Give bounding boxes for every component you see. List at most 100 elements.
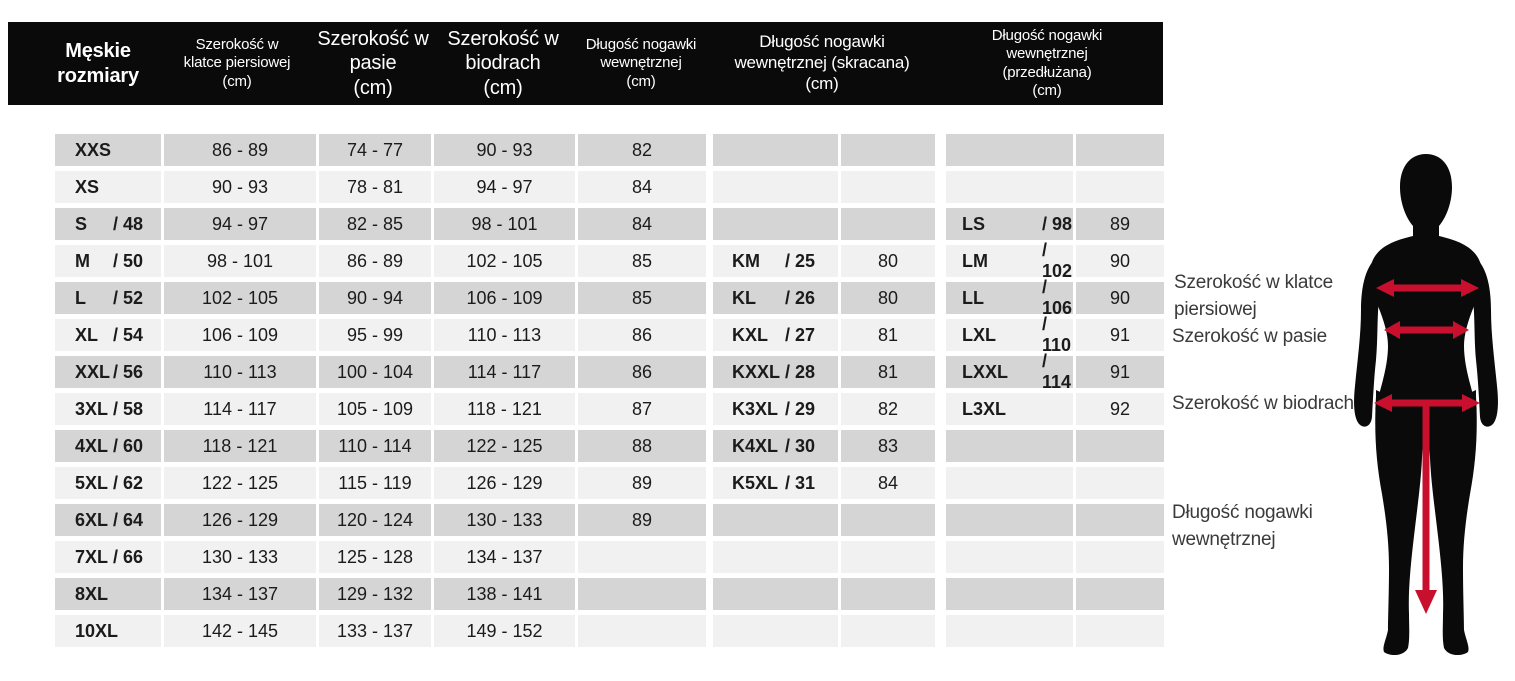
chest-arrow xyxy=(1376,279,1479,297)
inseam-label: Długość nogawki wewnętrznej xyxy=(1172,502,1313,550)
extended-inseam-cell xyxy=(1076,467,1164,499)
waist-range-cell: 105 - 109 xyxy=(319,393,431,425)
shortened-inseam-cell: 81 xyxy=(841,319,935,351)
body-shape xyxy=(1354,154,1498,656)
size-cell-variant: / 54 xyxy=(113,324,144,345)
shortened-size-cell-code: K5XL xyxy=(732,472,779,493)
table-header-bar xyxy=(8,22,1163,105)
shortened-size-cell: K3XL / 29 xyxy=(713,393,838,425)
extended-size-cell-variant: / 102 xyxy=(1042,240,1073,281)
chest-range-cell: 134 - 137 xyxy=(164,578,316,610)
size-table-main: XXS 86 - 89 74 - 77 90 - 93 82 XS 90 - 93 78 - … xyxy=(55,134,706,647)
hip-range-cell: 106 - 109 xyxy=(434,282,575,314)
size-cell: 7XL/ 66 xyxy=(55,541,161,573)
shortened-size-cell xyxy=(713,615,838,647)
size-cell-code: XXS xyxy=(75,139,112,160)
extended-inseam-cell: 90 xyxy=(1076,245,1164,277)
size-cell-variant: / 58 xyxy=(113,398,144,419)
size-cell-code: S xyxy=(75,213,88,234)
waist-range-cell: 82 - 85 xyxy=(319,208,431,240)
inseam-cell: 87 xyxy=(578,393,706,425)
chest-range-cell: 90 - 93 xyxy=(164,171,316,203)
hip-range-cell: 110 - 113 xyxy=(434,319,575,351)
extended-inseam-cell: 91 xyxy=(1076,319,1164,351)
shortened-size-cell-variant: / 25 xyxy=(785,250,816,271)
size-cell-variant: / 50 xyxy=(113,250,144,271)
size-cell: XXS xyxy=(55,134,161,166)
size-cell-variant: / 60 xyxy=(113,435,144,456)
shortened-inseam-cell: 81 xyxy=(841,356,935,388)
inseam-cell: 85 xyxy=(578,282,706,314)
size-cell-code: 10XL xyxy=(75,620,119,641)
extended-size-cell-variant: / 106 xyxy=(1042,277,1073,318)
size-cell-code: 3XL xyxy=(75,398,109,419)
extended-inseam-cell: 92 xyxy=(1076,393,1164,425)
extended-size-cell xyxy=(946,171,1073,203)
extended-size-cell: LL / 106 xyxy=(946,277,1073,318)
shortened-size-cell xyxy=(713,171,838,203)
shortened-inseam-cell xyxy=(841,541,935,573)
size-cell-variant: / 52 xyxy=(113,287,144,308)
male-silhouette xyxy=(1354,154,1498,656)
inseam-cell: 82 xyxy=(578,134,706,166)
inseam-cell: 86 xyxy=(578,319,706,351)
shortened-inseam-cell: 80 xyxy=(841,282,935,314)
extended-size-cell xyxy=(946,467,1073,499)
header-cell-inseam-shortened: Długość nogawki wewnętrznej (skracana) (… xyxy=(734,32,910,93)
size-cell-code: XL xyxy=(75,324,99,345)
size-cell-code: 8XL xyxy=(75,583,109,604)
extended-inseam-cell: 91 xyxy=(1076,356,1164,388)
hip-range-cell: 118 - 121 xyxy=(434,393,575,425)
extended-inseam-cell xyxy=(1076,504,1164,536)
waist-range-cell: 90 - 94 xyxy=(319,282,431,314)
header-cell-waist-width: Szerokość w pasie (cm) xyxy=(317,27,429,99)
extended-size-cell xyxy=(946,504,1073,536)
shortened-size-cell-code: KXXL xyxy=(732,361,781,382)
waist-range-cell: 110 - 114 xyxy=(319,430,431,462)
size-cell: 6XL/ 64 xyxy=(55,504,161,536)
extended-size-cell xyxy=(946,541,1073,573)
size-cell: 5XL/ 62 xyxy=(55,467,161,499)
shortened-size-cell-code: KL xyxy=(732,287,756,308)
shortened-size-cell xyxy=(713,541,838,573)
shortened-size-cell-code: K3XL xyxy=(732,398,779,419)
extended-size-cell: LS / 98 xyxy=(946,208,1073,240)
header-cell-mens-sizes: Męskie rozmiary xyxy=(57,40,139,87)
hip-range-cell: 130 - 133 xyxy=(434,504,575,536)
extended-inseam-cell xyxy=(1076,578,1164,610)
extended-size-cell-code: LL xyxy=(962,287,984,308)
waist-range-cell: 100 - 104 xyxy=(319,356,431,388)
size-cell-variant: / 62 xyxy=(113,472,144,493)
size-table-extended: LS/ 98 89 LM/ 102 90 LL/ 106 90 LXL/ 110 91 LXXL… xyxy=(946,134,1164,647)
waist-range-cell: 133 - 137 xyxy=(319,615,431,647)
shortened-size-cell xyxy=(713,208,838,240)
chest-range-cell: 114 - 117 xyxy=(164,393,316,425)
size-cell: S / 48 xyxy=(55,208,161,240)
chest-range-cell: 86 - 89 xyxy=(164,134,316,166)
size-cell: 8XL xyxy=(55,578,161,610)
extended-size-cell: LM / 102 xyxy=(946,240,1073,281)
shortened-size-cell-variant: / 30 xyxy=(785,435,816,456)
extended-size-cell: L3XL xyxy=(946,393,1073,425)
size-cell-code: XS xyxy=(75,176,100,197)
chest-range-cell: 110 - 113 xyxy=(164,356,316,388)
extended-inseam-cell xyxy=(1076,171,1164,203)
inseam-cell xyxy=(578,578,706,610)
waist-range-cell: 78 - 81 xyxy=(319,171,431,203)
hip-range-cell: 102 - 105 xyxy=(434,245,575,277)
extended-inseam-cell xyxy=(1076,615,1164,647)
inseam-cell xyxy=(578,541,706,573)
extended-inseam-cell: 90 xyxy=(1076,282,1164,314)
hip-width-label: Szerokość w biodrach xyxy=(1172,393,1354,414)
shortened-size-cell xyxy=(713,504,838,536)
hip-range-cell: 138 - 141 xyxy=(434,578,575,610)
header-cell-hip-width: Szerokość w biodrach (cm) xyxy=(447,27,559,99)
extended-size-cell-variant: / 114 xyxy=(1042,351,1072,392)
header-cell-inseam: Długość nogawki wewnętrznej (cm) xyxy=(585,36,697,90)
hip-range-cell: 122 - 125 xyxy=(434,430,575,462)
extended-inseam-cell: 89 xyxy=(1076,208,1164,240)
size-cell: L / 52 xyxy=(55,282,161,314)
extended-size-cell-variant: / 98 xyxy=(1042,213,1073,234)
size-cell-code: XXL xyxy=(75,361,111,382)
